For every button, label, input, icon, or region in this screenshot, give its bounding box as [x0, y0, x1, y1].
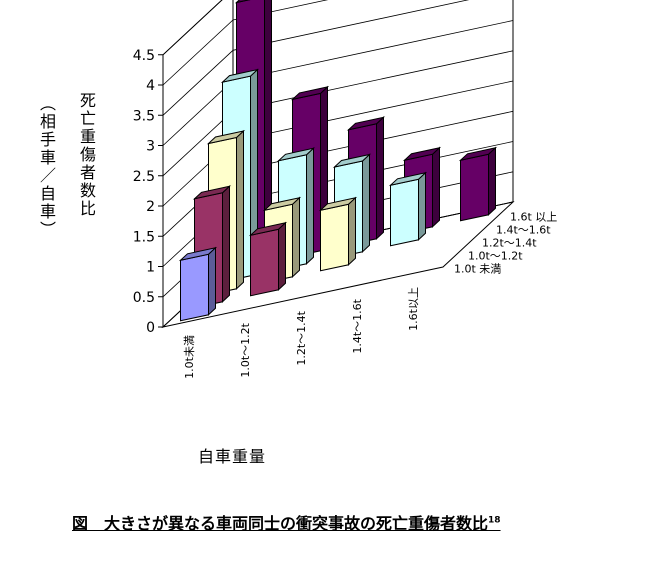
depth-tick-label: 1.0t 未満 [454, 263, 501, 276]
bar-side [418, 171, 426, 241]
bar-top [290, 86, 330, 101]
bar-front [320, 203, 349, 272]
y-tick-label: 0 [146, 320, 155, 336]
bar [318, 196, 358, 272]
bar-top [178, 246, 218, 262]
y-tick-label: 1.5 [133, 229, 155, 245]
gridline [162, 0, 470, 116]
bar [178, 246, 218, 322]
bar-side [222, 185, 230, 303]
bar-top [388, 171, 428, 187]
depth-tick-label: 1.6t 以上 [510, 211, 557, 224]
y-axis-label: 死亡重傷者数比 [77, 92, 96, 218]
bar [388, 171, 428, 247]
bar-top [234, 0, 251, 4]
depth-tick-label: 1.0t～1.2t [468, 250, 523, 263]
y-tick-label: 3 [146, 139, 155, 155]
chart-bars [178, 0, 498, 322]
bar-side [208, 246, 216, 316]
x-tick-label: 1.2t～1.4t [295, 310, 308, 365]
figure-caption-text: 図 大きさが異なる車両同士の衝突事故の死亡重傷者数比 [72, 514, 489, 533]
bar-side [292, 196, 300, 278]
bar-side [236, 129, 244, 290]
bar-front [390, 178, 419, 247]
y-tick-label: 3.5 [133, 108, 155, 124]
bar-side [488, 146, 496, 216]
y-tick-label: 4 [146, 78, 155, 94]
bar-front [180, 253, 209, 322]
bar-top [220, 68, 260, 83]
bar-side [376, 116, 384, 240]
bar-side [348, 196, 356, 266]
bar-top [402, 146, 442, 162]
y-tick-label: 4.5 [133, 48, 155, 64]
x-tick-label: 1.0t未満 [183, 335, 196, 379]
bar-side [306, 147, 314, 265]
chart-3d-bar: 00.511.522.533.544.5 1.0t未満 1.0t～1.2t 1.2t… [133, 0, 557, 379]
depth-axis-series: 1.0t 未満1.0t～1.2t1.2t～1.4t1.4t～1.6t1.6t 以… [454, 211, 557, 276]
gridline [162, 0, 329, 86]
x-tick-label: 1.4t～1.6t [351, 298, 364, 353]
y-tick-label: 2.5 [133, 169, 155, 185]
figure-caption-reference: 18 [488, 515, 501, 526]
bar-top [318, 196, 358, 212]
bar-top [276, 147, 316, 162]
y-tick-label: 0.5 [133, 290, 155, 306]
bar-top [248, 221, 288, 237]
y-tick-label: 2 [146, 199, 155, 215]
bar-side [278, 221, 286, 291]
y-axis-ticks: 0 0.5 1 1.5 2 2.5 3 3.5 4 4.5 [133, 48, 163, 336]
y-axis-sublabel: （相手車／自車） [37, 95, 56, 239]
x-axis-label: 自車重量 [198, 447, 267, 466]
bar-front [250, 228, 279, 297]
bar-side [432, 146, 440, 228]
y-tick-label: 1 [146, 260, 155, 276]
gridline [162, 0, 223, 56]
bar-top [192, 185, 232, 200]
bar-top [346, 116, 386, 131]
bar-side [362, 153, 370, 253]
bar-top [332, 153, 372, 168]
x-tick-label: 1.0t～1.2t [239, 322, 252, 377]
bar-top [206, 130, 246, 145]
figure-caption: 図 大きさが異なる車両同士の衝突事故の死亡重傷者数比18 [72, 510, 501, 534]
bar-top [458, 146, 498, 162]
bar-top [262, 196, 302, 212]
x-axis-categories: 1.0t未満 1.0t～1.2t 1.2t～1.4t 1.4t～1.6t 1.6t以上 [183, 287, 420, 379]
depth-tick-label: 1.4t～1.6t [496, 224, 551, 237]
depth-tick-label: 1.2t～1.4t [482, 237, 537, 250]
x-tick-label: 1.6t以上 [407, 287, 420, 331]
bar-front [460, 153, 489, 222]
bar [458, 146, 498, 222]
bar [248, 221, 288, 297]
